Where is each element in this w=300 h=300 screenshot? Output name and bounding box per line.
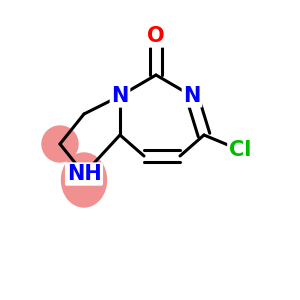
Text: N: N	[111, 86, 129, 106]
Text: Cl: Cl	[229, 140, 251, 160]
Text: N: N	[183, 86, 201, 106]
Ellipse shape	[61, 153, 106, 207]
Text: O: O	[147, 26, 165, 46]
Ellipse shape	[42, 126, 78, 162]
Text: NH: NH	[67, 164, 101, 184]
